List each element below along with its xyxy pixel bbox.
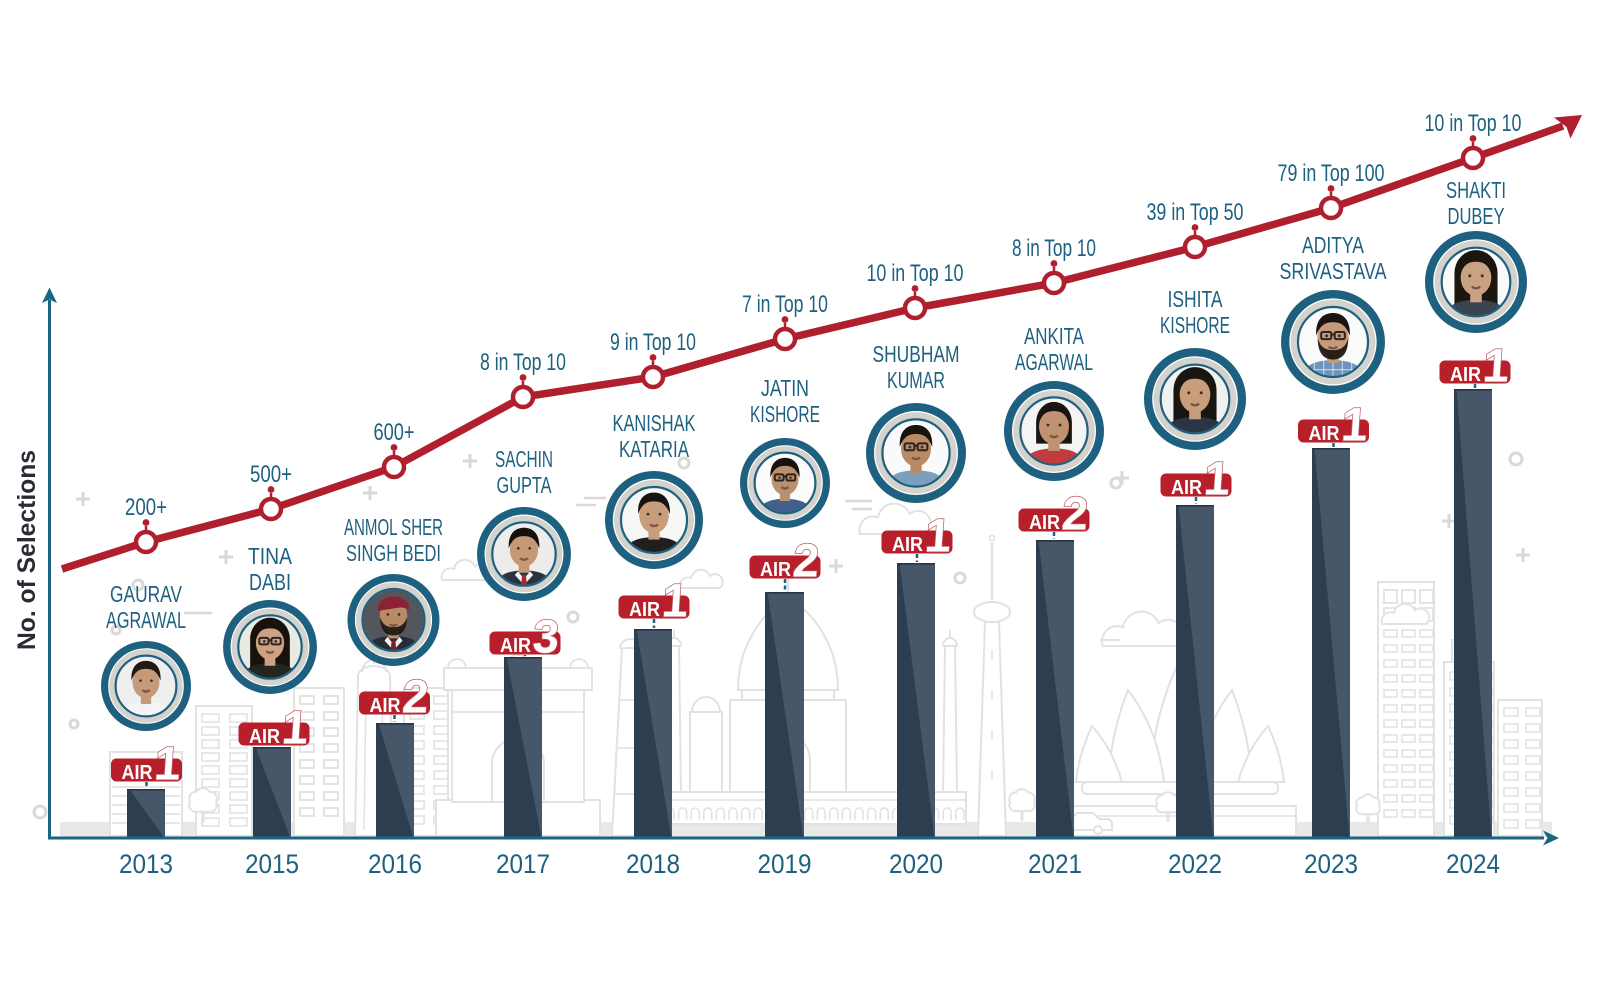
svg-text:GUPTA: GUPTA (497, 472, 552, 498)
svg-text:SHUBHAM: SHUBHAM (873, 341, 960, 367)
svg-text:AIR: AIR (1029, 512, 1060, 534)
svg-text:ANMOL SHER: ANMOL SHER (344, 514, 443, 540)
svg-text:8 in Top 10: 8 in Top 10 (1012, 235, 1096, 262)
svg-text:SINGH BEDI: SINGH BEDI (346, 540, 441, 566)
svg-text:GAURAV: GAURAV (110, 581, 182, 607)
svg-text:8 in Top 10: 8 in Top 10 (480, 349, 566, 376)
svg-text:AIR: AIR (1450, 364, 1481, 386)
svg-text:KANISHAK: KANISHAK (613, 410, 696, 436)
svg-text:1: 1 (1481, 339, 1511, 392)
svg-text:2020: 2020 (889, 849, 943, 879)
svg-text:7 in Top 10: 7 in Top 10 (742, 291, 828, 318)
svg-text:AGARWAL: AGARWAL (1015, 349, 1093, 375)
svg-text:200+: 200+ (125, 494, 167, 521)
svg-text:600+: 600+ (374, 419, 415, 446)
svg-text:JATIN: JATIN (761, 375, 809, 401)
svg-text:AIR: AIR (370, 695, 401, 717)
svg-text:ISHITA: ISHITA (1168, 286, 1223, 312)
svg-text:No. of Selections: No. of Selections (13, 450, 41, 650)
svg-text:KISHORE: KISHORE (750, 401, 820, 427)
svg-text:AIR: AIR (1171, 477, 1202, 499)
svg-text:DABI: DABI (249, 569, 291, 595)
svg-text:AGRAWAL: AGRAWAL (106, 607, 186, 633)
svg-text:DUBEY: DUBEY (1448, 203, 1505, 229)
svg-text:1: 1 (660, 574, 690, 627)
svg-text:AIR: AIR (760, 559, 791, 581)
svg-text:KATARIA: KATARIA (619, 436, 689, 462)
svg-text:AIR: AIR (629, 599, 660, 621)
svg-text:2021: 2021 (1028, 849, 1082, 879)
svg-text:3: 3 (531, 610, 561, 663)
svg-text:AIR: AIR (500, 635, 531, 657)
svg-text:AIR: AIR (122, 762, 153, 784)
svg-text:1: 1 (1202, 452, 1232, 505)
svg-text:2: 2 (1060, 487, 1090, 540)
svg-text:2024: 2024 (1446, 849, 1500, 879)
svg-text:79 in Top 100: 79 in Top 100 (1278, 160, 1385, 187)
svg-text:AIR: AIR (1309, 423, 1340, 445)
svg-text:500+: 500+ (250, 461, 292, 488)
svg-text:2: 2 (401, 670, 431, 723)
svg-text:SRIVASTAVA: SRIVASTAVA (1280, 258, 1388, 284)
svg-text:AIR: AIR (892, 534, 923, 556)
svg-text:1: 1 (923, 509, 953, 562)
svg-text:AIR: AIR (249, 726, 280, 748)
svg-text:2023: 2023 (1304, 849, 1358, 879)
svg-text:1: 1 (280, 701, 310, 754)
svg-text:39 in Top 50: 39 in Top 50 (1147, 199, 1244, 226)
svg-text:ADITYA: ADITYA (1302, 232, 1364, 258)
svg-text:2017: 2017 (496, 849, 550, 879)
svg-text:SACHIN: SACHIN (495, 446, 553, 472)
svg-text:SHAKTI: SHAKTI (1446, 177, 1506, 203)
svg-text:2: 2 (791, 534, 821, 587)
svg-text:2015: 2015 (245, 849, 299, 879)
svg-text:1: 1 (153, 737, 183, 790)
svg-text:KUMAR: KUMAR (887, 367, 945, 393)
svg-text:10 in Top 10: 10 in Top 10 (1425, 110, 1522, 137)
svg-text:KISHORE: KISHORE (1160, 312, 1230, 338)
svg-text:ANKITA: ANKITA (1024, 323, 1084, 349)
svg-text:2018: 2018 (626, 849, 680, 879)
svg-text:2022: 2022 (1168, 849, 1222, 879)
svg-text:10 in Top 10: 10 in Top 10 (867, 260, 964, 287)
svg-text:TINA: TINA (248, 543, 293, 569)
svg-text:9 in Top 10: 9 in Top 10 (610, 329, 696, 356)
svg-text:2013: 2013 (119, 849, 173, 879)
svg-text:2019: 2019 (758, 849, 812, 879)
svg-text:2016: 2016 (368, 849, 422, 879)
svg-text:1: 1 (1340, 398, 1370, 451)
